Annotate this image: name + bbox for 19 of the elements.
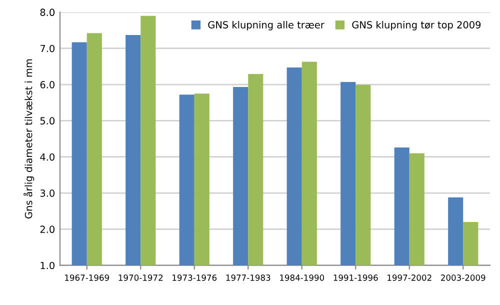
y-tick-label: 8.0 — [40, 8, 54, 16]
y-tick-label: 3.0 — [40, 190, 54, 197]
y-tick-label: 7.0 — [40, 44, 54, 52]
y-tick-label: 6.0 — [40, 81, 54, 88]
x-tick-label: 1970-1972 — [118, 274, 162, 281]
x-tick-label: 1967-1969 — [65, 274, 109, 281]
y-tick-label: 4.0 — [40, 153, 54, 161]
x-tick-label: 2003-2009 — [441, 274, 486, 281]
x-tick-label: 1991-1996 — [334, 274, 378, 281]
y-tick-label: 1.0 — [40, 262, 54, 270]
y-tick-label: 2.0 — [40, 226, 54, 234]
y-tick-label: 5.0 — [40, 117, 54, 125]
legend-label: GNS klupning alle træer — [208, 20, 324, 30]
x-tick-label: 1977-1983 — [226, 274, 270, 281]
x-tick-label: 1997-2002 — [388, 274, 432, 281]
x-tick-label: 1973-1976 — [172, 274, 217, 281]
x-tick-label: 1984-1990 — [280, 274, 324, 281]
y-axis-title: Gns årlig diameter tilvækst i mm — [24, 59, 34, 218]
legend-label: GNS klupning tør top 2009 — [352, 20, 481, 30]
